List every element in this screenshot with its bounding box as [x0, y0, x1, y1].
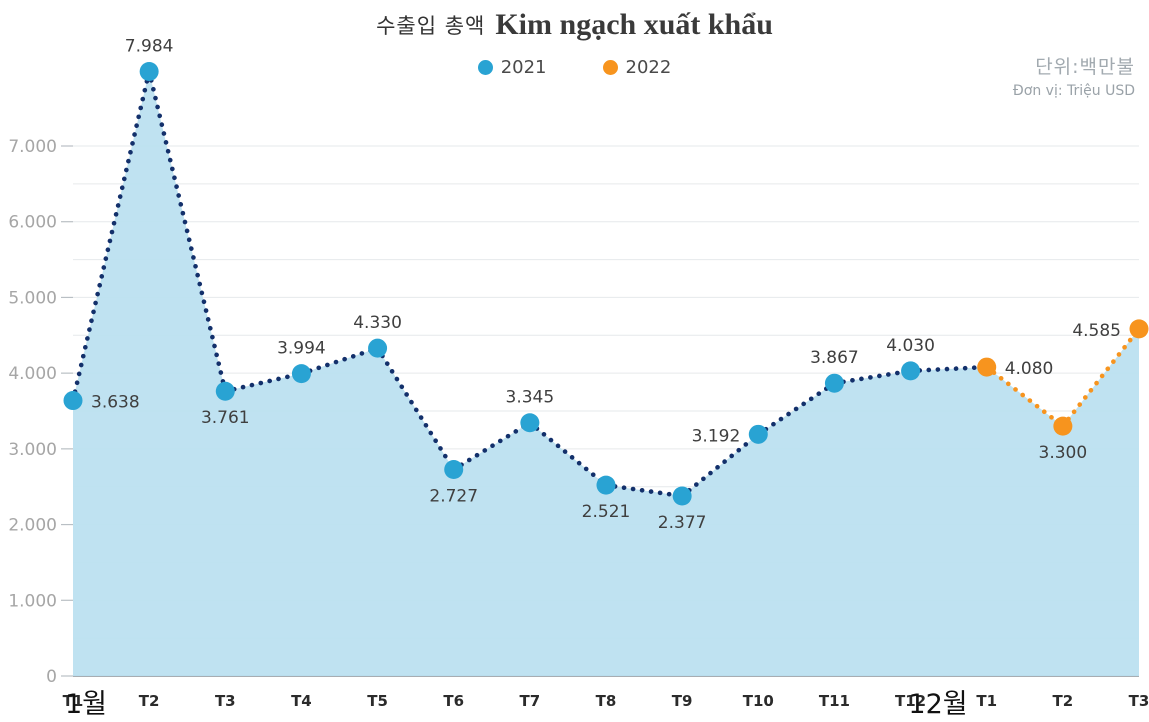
series-lines-group [70, 69, 1142, 499]
x-tick-label: T6 [443, 692, 464, 710]
series-segment [1060, 326, 1142, 429]
data-point-marker[interactable] [596, 475, 616, 495]
chart-title-korean: 수출입 총액 [376, 14, 486, 38]
series-segment [984, 364, 1066, 429]
y-tick-label: 0 [46, 667, 57, 687]
data-value-label: 7.984 [125, 36, 174, 56]
data-point-marker[interactable] [139, 61, 159, 81]
x-tick-label: T8 [596, 692, 617, 710]
x-tick-label: T11 [819, 692, 850, 710]
data-value-label: 3.994 [277, 339, 326, 359]
x-tick-label: T3 [1129, 692, 1149, 710]
data-value-label: 4.080 [1005, 359, 1054, 379]
x-tick-label: T2 [1053, 692, 1074, 710]
data-point-marker[interactable] [824, 373, 844, 393]
y-tick-label: 1.000 [8, 591, 57, 611]
legend-item-2021[interactable]: 2021 [477, 57, 547, 78]
data-value-label: 4.330 [353, 313, 402, 333]
data-value-label: 3.867 [810, 348, 859, 368]
unit-note: 단위:백만불 Đơn vị: Triệu USD [1013, 52, 1135, 99]
data-value-label: 3.761 [201, 408, 250, 428]
y-tick-label: 7.000 [8, 137, 57, 157]
series-segment [222, 371, 304, 394]
x-axis-ticks-group: T1 T2 T3 T4 T5 T6 T7 T8 T9 T10 T11 T12 T1 T2 T3 [63, 692, 1149, 710]
data-point-marker[interactable] [368, 338, 388, 358]
series-segment [375, 345, 457, 472]
data-point-marker[interactable] [748, 424, 768, 444]
data-point-marker[interactable] [977, 357, 997, 377]
y-tick-label: 5.000 [8, 288, 57, 308]
series-segment [146, 69, 228, 394]
x-tick-label: T3 [215, 692, 236, 710]
series-segment [679, 432, 761, 499]
overlay-labels-group: 1월 12월 [65, 689, 968, 720]
value-labels-group: 3.638 7.984 3.761 3.994 4.330 2.727 3.345 2.521… [91, 36, 1121, 533]
x-tick-label: T10 [743, 692, 774, 710]
data-point-marker[interactable] [672, 486, 692, 506]
data-value-label: 3.300 [1039, 443, 1088, 463]
chart-legend: 2021 2022 [0, 57, 1149, 78]
legend-label: 2022 [625, 57, 672, 78]
unit-note-korean: 단위:백만불 [1035, 56, 1135, 78]
legend-label: 2021 [500, 57, 547, 78]
data-point-marker[interactable] [1053, 416, 1073, 436]
chart-title-vietnamese: Kim ngạch xuất khẩu [495, 8, 773, 41]
data-point-marker[interactable] [901, 361, 921, 381]
data-value-label: 3.638 [91, 393, 140, 413]
data-value-label: 3.192 [692, 426, 741, 446]
data-point-marker[interactable] [1129, 319, 1149, 339]
data-value-label: 4.030 [886, 336, 935, 356]
data-value-label: 4.585 [1072, 321, 1121, 341]
month-12-kr: 12월 [908, 689, 967, 720]
x-tick-label: T12 [895, 692, 926, 710]
area-fill [73, 71, 1139, 677]
series-segment [908, 364, 990, 374]
series-segment [832, 368, 913, 386]
data-value-label: 3.345 [506, 388, 555, 408]
x-tick-label: T5 [367, 692, 388, 710]
data-value-label: 2.727 [429, 487, 478, 507]
y-tick-label: 6.000 [8, 213, 57, 233]
data-point-marker[interactable] [444, 460, 464, 480]
series-segment [70, 69, 152, 403]
month-1-kr: 1월 [65, 689, 107, 720]
x-tick-label: T4 [291, 692, 312, 710]
legend-dot-icon [477, 60, 493, 75]
series-segment [451, 420, 533, 472]
x-tick-label: T7 [520, 692, 541, 710]
y-tick-label: 4.000 [8, 364, 57, 384]
data-point-marker[interactable] [291, 364, 311, 384]
series-segment [527, 420, 609, 488]
data-point-marker[interactable] [63, 391, 83, 411]
y-tick-label: 3.000 [8, 440, 57, 460]
unit-note-vietnamese: Đơn vị: Triệu USD [1012, 83, 1135, 99]
data-point-marker[interactable] [215, 381, 235, 401]
series-markers-group [63, 61, 1149, 506]
y-tick-label: 2.000 [8, 516, 57, 536]
x-tick-label: T9 [672, 692, 693, 710]
x-tick-label: T1 [63, 692, 84, 710]
data-value-label: 2.377 [658, 513, 707, 533]
series-segment [603, 482, 685, 499]
data-value-label: 2.521 [582, 502, 631, 522]
legend-dot-icon [602, 60, 618, 75]
data-point-marker[interactable] [520, 413, 540, 433]
chart-title: 수출입 총액 Kim ngạch xuất khẩu [0, 8, 1149, 42]
area-fill-group [73, 71, 1139, 677]
legend-item-2022[interactable]: 2022 [602, 57, 672, 78]
x-tick-label: T2 [139, 692, 160, 710]
series-segment [755, 380, 837, 437]
x-tick-label: T1 [976, 692, 997, 710]
y-axis-ticks-group: 0 1.000 2.000 3.000 4.000 5.000 6.000 7.000 [8, 137, 73, 687]
